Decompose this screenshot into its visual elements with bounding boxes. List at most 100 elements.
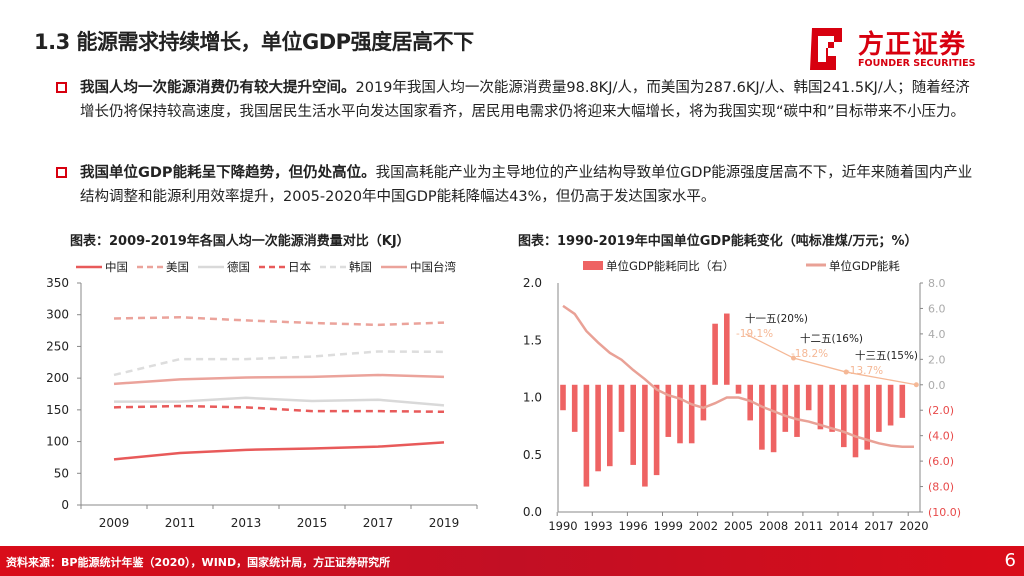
y-tick-label: 250 xyxy=(46,339,69,353)
bar-2011 xyxy=(805,384,812,411)
bar-1995 xyxy=(618,384,625,432)
x-tick-label: 2008 xyxy=(759,519,788,533)
bar-1996 xyxy=(630,384,636,465)
logo-en: FOUNDER SECURITIES xyxy=(858,58,976,69)
x-tick-label: 2020 xyxy=(899,519,928,533)
x-tick-label: 2009 xyxy=(99,516,130,530)
gdp-energy-intensity-chart: 0.0 0.5 1.0 1.5 2.0 8.0 6.0 4.0 2.0 0.0 (2.0) (4.0)… xyxy=(523,259,961,533)
source-note: 资料来源：BP能源统计年鉴（2020），WIND，国家统计局，方正证券研究所 xyxy=(6,556,391,569)
page-number: 6 xyxy=(1004,550,1016,571)
bar-2008 xyxy=(770,384,777,453)
y-tick-label: 200 xyxy=(46,371,69,385)
bar-2013 xyxy=(829,384,835,432)
per-capita-energy-chart: 0 50 100 150 200 250 300 350 2009 2011 2013 2015 201… xyxy=(46,260,478,530)
trend-arrow-marker xyxy=(790,355,796,361)
bar-2005 xyxy=(735,384,742,394)
series-line-韩国 xyxy=(113,350,445,377)
legend-label: 中国台湾 xyxy=(410,260,456,274)
right-y-tick-label: (2.0) xyxy=(928,404,954,417)
company-logo: 方正证券 FOUNDER SECURITIES xyxy=(806,26,976,74)
trend-arrow-marker xyxy=(843,369,849,375)
bar-1992 xyxy=(583,384,590,487)
x-tick-label: 1996 xyxy=(619,519,648,533)
x-tick-label: 2019 xyxy=(429,516,460,530)
x-tick-label: 1999 xyxy=(654,519,683,533)
bar-2003 xyxy=(712,323,718,385)
left-y-tick-label: 1.0 xyxy=(523,391,542,405)
bar-2009 xyxy=(782,384,789,432)
x-tick-label: 2005 xyxy=(724,519,753,533)
annotation-value: -18.2% xyxy=(791,348,828,360)
right-y-tick-label: (8.0) xyxy=(928,481,954,494)
legend-label: 韩国 xyxy=(349,260,372,274)
y-tick-label: 350 xyxy=(46,276,69,290)
legend-label: 美国 xyxy=(166,260,189,274)
left-y-tick-label: 2.0 xyxy=(523,276,542,290)
bar-1990 xyxy=(560,384,566,411)
right-y-tick-label: 0.0 xyxy=(928,379,946,392)
series-line-德国 xyxy=(114,396,445,407)
x-tick-label: 1990 xyxy=(548,519,577,533)
bullet-square-icon xyxy=(56,167,67,178)
bar-1999 xyxy=(665,384,672,437)
bar-2007 xyxy=(759,384,765,450)
bar-2014 xyxy=(841,384,847,448)
bar-1993 xyxy=(595,384,601,472)
bar-1991 xyxy=(571,384,578,432)
trend-arrow-marker xyxy=(913,382,919,388)
bullet-1-text: 2019年我国人均一次能源消费量98.8KJ/人，而美国为287.6KJ/人、韩… xyxy=(80,80,970,120)
bullet-1-heading: 我国人均一次能源消费仍有较大提升空间。 xyxy=(80,80,356,96)
right-y-tick-label: 8.0 xyxy=(928,277,946,290)
left-chart-title: 图表：2009-2019年各国人均一次能源消费量对比（KJ） xyxy=(70,234,410,249)
bar-2012 xyxy=(817,384,824,430)
legend-label: 日本 xyxy=(288,260,311,274)
legend-label: 单位GDP能耗同比（右） xyxy=(606,259,734,273)
annotation-value: -13.7% xyxy=(846,365,883,377)
legend-swatch-bar xyxy=(583,261,603,270)
five-year-plan-trend-line xyxy=(745,333,917,386)
y-tick-label: 150 xyxy=(46,403,69,417)
y-tick-label: 100 xyxy=(46,435,69,449)
logo-icon xyxy=(810,28,842,70)
bullet-2: 我国单位GDP能耗呈下降趋势，但仍处高位。我国高耗能产业为主导地位的产业结构导致… xyxy=(56,161,976,209)
left-y-tick-label: 1.5 xyxy=(523,333,542,347)
bar-2004 xyxy=(724,313,730,385)
left-y-tick-label: 0.0 xyxy=(523,505,542,519)
left-y-tick-label: 0.5 xyxy=(523,448,542,462)
y-tick-label: 300 xyxy=(46,308,69,322)
bar-2001 xyxy=(688,384,695,444)
right-chart-title: 图表：1990-2019年中国单位GDP能耗变化（吨标准煤/万元；%） xyxy=(518,234,918,249)
footer-bar: 资料来源：BP能源统计年鉴（2020），WIND，国家统计局，方正证券研究所 6 xyxy=(0,546,1024,576)
bar-1997 xyxy=(642,384,648,487)
right-y-tick-label: (6.0) xyxy=(928,455,954,468)
bar-2016 xyxy=(864,384,870,450)
right-y-tick-label: (10.0) xyxy=(928,506,961,519)
y-tick-label: 50 xyxy=(54,466,69,480)
right-y-tick-label: 4.0 xyxy=(928,328,946,341)
x-tick-label: 2011 xyxy=(165,516,196,530)
y-tick-label: 0 xyxy=(61,498,69,512)
annotation-value: -19.1% xyxy=(736,328,773,340)
logo-cn: 方正证券 xyxy=(858,30,967,60)
annotation-label: 十三五(15%) xyxy=(855,349,918,362)
legend-label: 德国 xyxy=(227,260,250,274)
right-y-tick-label: 6.0 xyxy=(928,302,946,315)
x-tick-label: 2015 xyxy=(297,516,328,530)
x-tick-label: 2013 xyxy=(231,516,262,530)
bar-2002 xyxy=(700,384,707,421)
bar-2017 xyxy=(876,384,882,432)
bullet-2-text: 我国高耗能产业为主导地位的产业结构导致单位GDP能源强度居高不下，近年来随着国内… xyxy=(80,165,973,205)
x-tick-label: 2002 xyxy=(689,519,718,533)
right-y-tick-label: (4.0) xyxy=(928,430,954,443)
bar-2000 xyxy=(677,384,683,444)
intensity-line xyxy=(562,304,914,448)
bar-1998 xyxy=(653,384,660,476)
x-tick-label: 2017 xyxy=(864,519,893,533)
x-tick-label: 2011 xyxy=(794,519,823,533)
series-line-中国台湾 xyxy=(113,373,445,386)
legend-label: 单位GDP能耗 xyxy=(829,259,900,273)
page-title: 1.3 能源需求持续增长，单位GDP强度居高不下 xyxy=(34,30,474,54)
bullet-square-icon xyxy=(56,82,67,93)
bar-2006 xyxy=(747,384,753,421)
annotation-label: 十二五(16%) xyxy=(800,332,863,345)
